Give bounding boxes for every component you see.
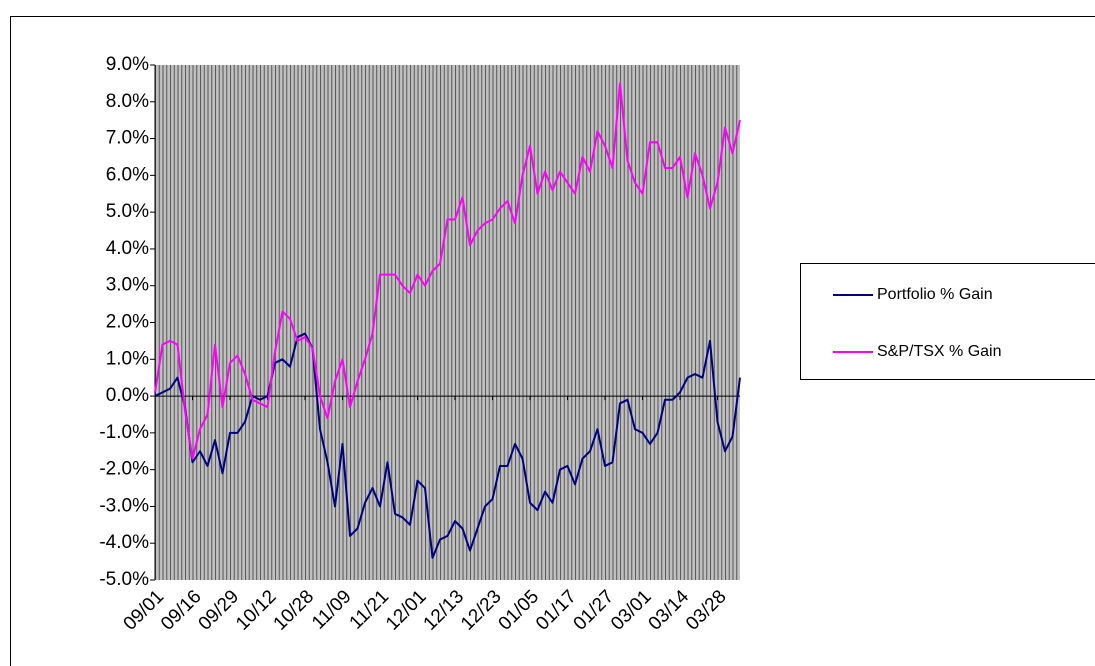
y-tick-label: -1.0%: [99, 422, 149, 443]
y-tick-label: 8.0%: [106, 91, 149, 112]
y-tick-label: 9.0%: [106, 54, 149, 75]
plot-area: [155, 65, 740, 580]
y-tick-label: 6.0%: [106, 164, 149, 185]
legend-label: S&P/TSX % Gain: [877, 343, 1002, 360]
legend-label: Portfolio % Gain: [877, 286, 993, 303]
y-tick-label: -4.0%: [99, 532, 149, 553]
y-tick-label: 0.0%: [106, 385, 149, 406]
series-line: [154, 332, 741, 559]
y-tick-label: -2.0%: [99, 459, 149, 480]
y-tick-label: 3.0%: [106, 275, 149, 296]
y-tick-label: 5.0%: [106, 201, 149, 222]
y-tick-label: 4.0%: [106, 238, 149, 259]
y-tick-label: 7.0%: [106, 128, 149, 149]
y-tick-label: 2.0%: [106, 312, 149, 333]
y-tick-label: 1.0%: [106, 348, 149, 369]
legend: [800, 263, 1095, 380]
y-tick-label: -3.0%: [99, 495, 149, 516]
y-tick-label: -5.0%: [99, 569, 149, 590]
series-line: [154, 82, 741, 460]
